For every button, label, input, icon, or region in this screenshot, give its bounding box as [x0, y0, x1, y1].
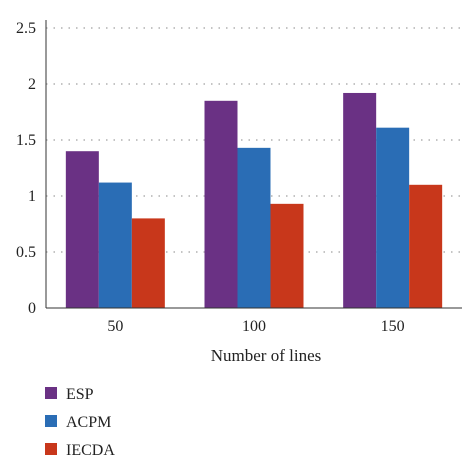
bar-iecda-150	[409, 184, 443, 308]
y-tick-label: 0	[28, 300, 36, 317]
legend-label-iecda: IECDA	[66, 442, 115, 459]
bar-acpm-50	[98, 182, 132, 308]
y-tick-label: 1.5	[16, 132, 36, 149]
y-tick-label: 1	[28, 188, 36, 205]
bar-esp-50	[65, 151, 99, 308]
y-tick-label: 0.5	[16, 244, 36, 261]
bar-acpm-150	[376, 127, 410, 309]
legend-label-acpm: ACPM	[66, 414, 111, 431]
x-tick-labels: 50 100 150	[107, 318, 404, 335]
axes	[45, 20, 462, 309]
legend-swatch-iecda	[45, 443, 57, 455]
y-tick-label: 2	[28, 76, 36, 93]
y-tick-labels: 0 0.5 1 1.5 2 2.5	[16, 20, 36, 317]
x-tick-label: 50	[107, 318, 123, 335]
bar-iecda-100	[270, 203, 304, 308]
bar-iecda-50	[131, 218, 165, 308]
bar-acpm-100	[237, 147, 271, 308]
bars	[65, 92, 443, 309]
bar-esp-150	[343, 92, 377, 309]
y-tick-label: 2.5	[16, 20, 36, 37]
bar-esp-100	[204, 100, 238, 308]
legend: ESP ACPM IECDA	[45, 386, 115, 459]
legend-swatch-esp	[45, 387, 57, 399]
x-tick-label: 150	[381, 318, 405, 335]
x-axis-title: Number of lines	[211, 346, 321, 365]
legend-label-esp: ESP	[66, 386, 94, 403]
legend-swatch-acpm	[45, 415, 57, 427]
x-tick-label: 100	[242, 318, 266, 335]
